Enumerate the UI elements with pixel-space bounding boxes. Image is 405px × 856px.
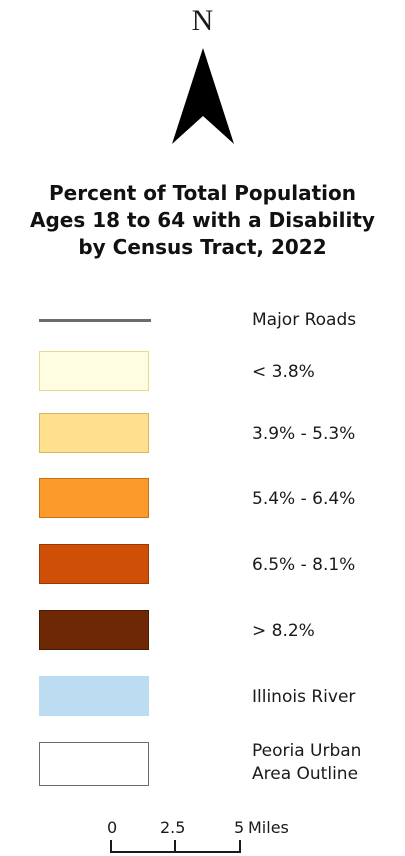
urban-outline-swatch	[39, 742, 149, 786]
scale-unit-label: Miles	[248, 818, 289, 837]
scale-bar: 0 2.5 5 Miles	[0, 818, 405, 856]
class-1-swatch	[39, 351, 149, 391]
north-arrow-shape	[172, 48, 234, 144]
north-label: N	[191, 4, 214, 37]
scale-bar-graphic	[110, 840, 241, 853]
class-5-label: > 8.2%	[252, 621, 315, 641]
scale-label-0: 0	[107, 818, 118, 837]
legend-title-line-2: Ages 18 to 64 with a Disability	[30, 208, 375, 232]
class-1-label: < 3.8%	[252, 362, 315, 382]
class-4-swatch	[39, 544, 149, 584]
legend-title: Percent of Total Population Ages 18 to 6…	[0, 180, 405, 261]
major-roads-label: Major Roads	[252, 310, 357, 330]
north-arrow-icon	[172, 48, 234, 144]
class-4-label: 6.5% - 8.1%	[252, 555, 356, 575]
illinois-river-label: Illinois River	[252, 687, 356, 707]
class-5-swatch	[39, 610, 149, 650]
class-2-swatch	[39, 413, 149, 453]
major-roads-line	[39, 319, 151, 322]
scale-label-2-5: 2.5	[160, 818, 186, 837]
class-3-label: 5.4% - 6.4%	[252, 489, 356, 509]
urban-outline-label-line-1: Peoria Urban	[252, 741, 362, 761]
class-2-label: 3.9% - 5.3%	[252, 424, 356, 444]
urban-outline-label-line-2: Area Outline	[252, 764, 359, 784]
legend-title-line-1: Percent of Total Population	[49, 181, 356, 205]
illinois-river-swatch	[39, 676, 149, 716]
class-3-swatch	[39, 478, 149, 518]
legend-title-line-3: by Census Tract, 2022	[78, 235, 327, 259]
scale-label-5: 5	[234, 818, 245, 837]
